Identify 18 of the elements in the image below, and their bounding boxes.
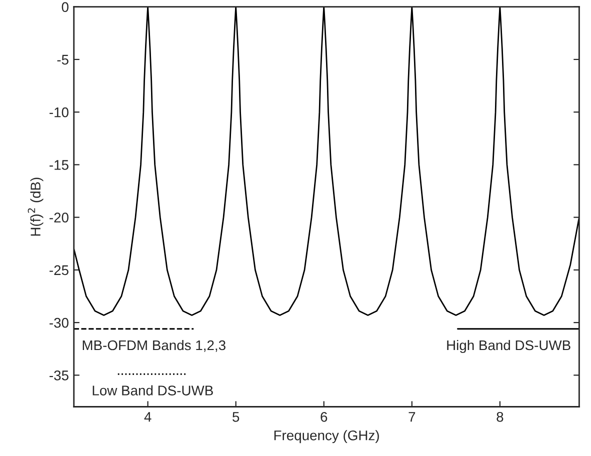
series-label: MB-OFDM Bands 1,2,3 — [82, 340, 226, 352]
x-tick-label: 7 — [408, 412, 416, 422]
series-label: Low Band DS-UWB — [92, 385, 213, 396]
y-tick-label: -5 — [57, 54, 68, 65]
y-tick-label: 0 — [62, 2, 68, 12]
x-tick-label: 8 — [496, 412, 504, 422]
y-tick-label: -15 — [50, 160, 68, 170]
x-axis-title: Frequency (GHz) — [274, 430, 379, 444]
y-axis-title: H(f)$^{2}$ (dB) — [28, 178, 44, 236]
y-tick-label: -30 — [50, 318, 68, 328]
y-tick-label: -10 — [50, 107, 68, 118]
x-tick-label: 6 — [320, 412, 328, 422]
y-tick-label: -25 — [50, 265, 68, 276]
y-tick-label: -35 — [50, 370, 68, 380]
x-tick-label: 4 — [144, 412, 152, 422]
y-tick-label: -20 — [50, 212, 68, 222]
series-label: High Band DS-UWB — [447, 340, 570, 353]
x-tick-label: 5 — [232, 412, 240, 422]
